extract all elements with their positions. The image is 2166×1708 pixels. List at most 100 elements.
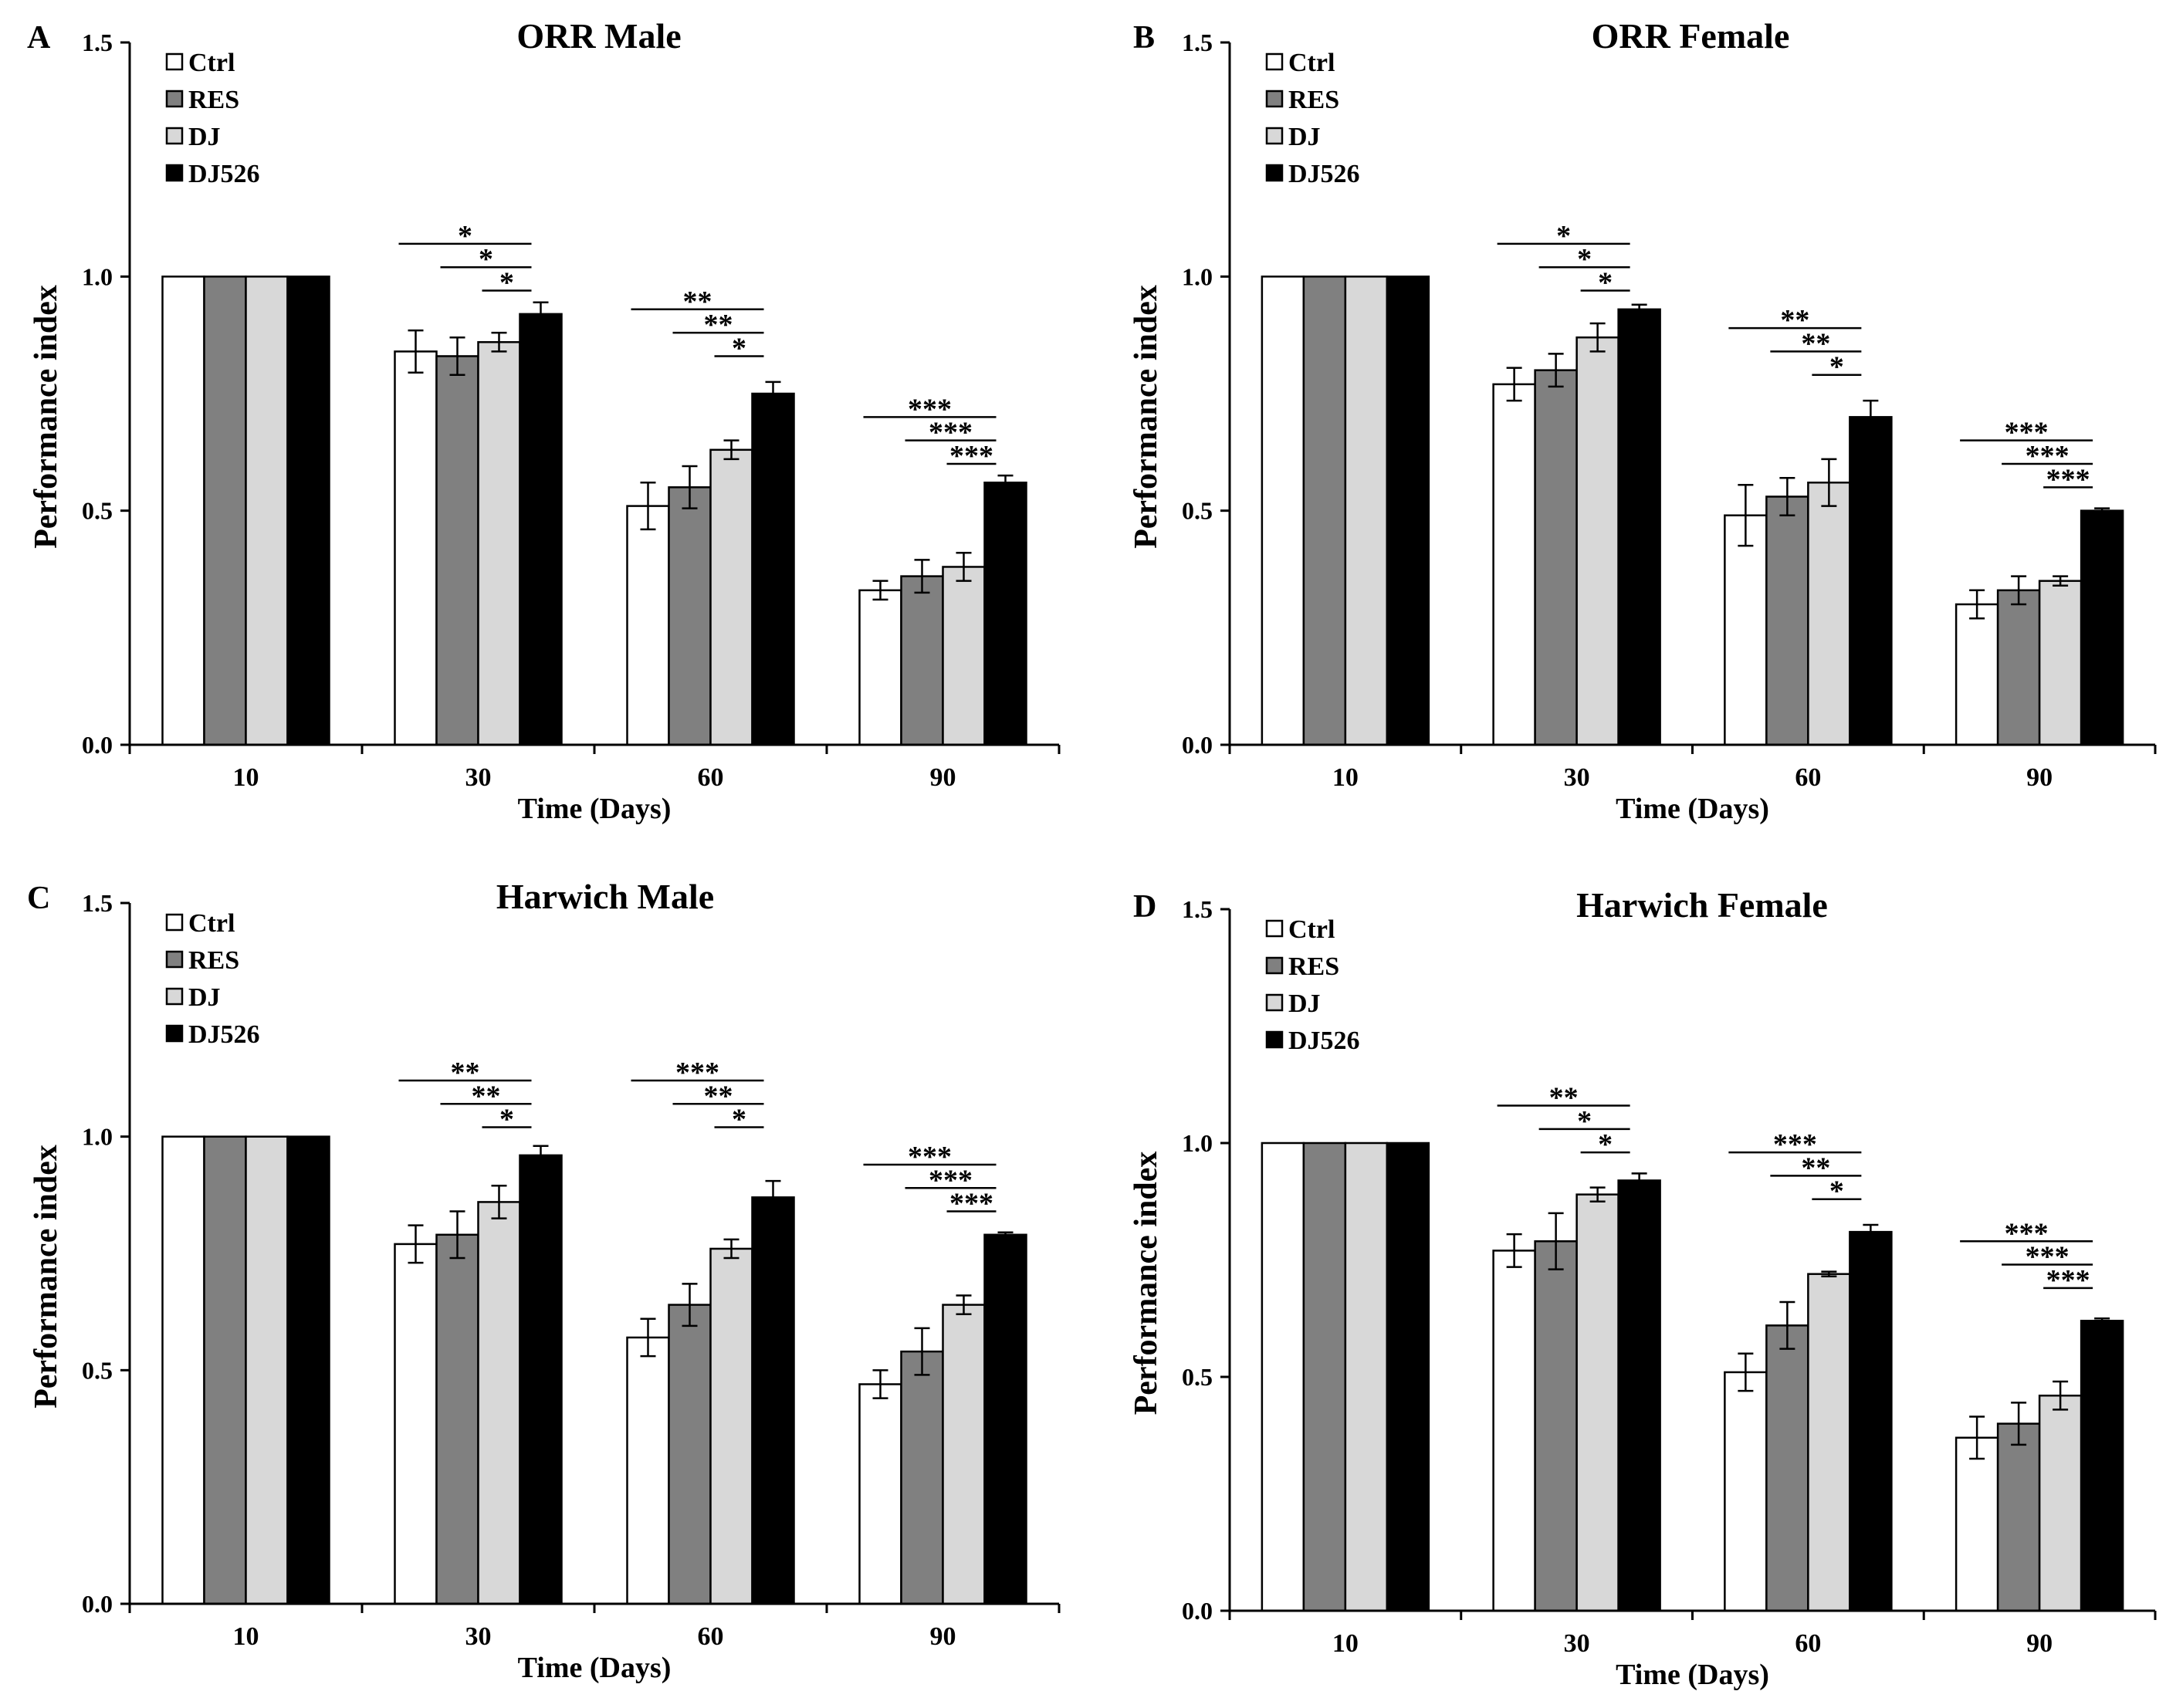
bar (519, 1154, 563, 1605)
significance-label: *** (908, 393, 952, 425)
significance-label: *** (2026, 1241, 2070, 1273)
significance-label: *** (2005, 417, 2049, 449)
panel-letter: D (1133, 889, 1156, 925)
y-tick-label: 1.0 (82, 1123, 113, 1151)
x-tick-label: 10 (233, 763, 259, 792)
legend-swatch (1265, 956, 1284, 975)
bar (1534, 369, 1578, 746)
significance-label: * (1556, 220, 1571, 252)
legend-swatch (165, 52, 184, 71)
x-axis-label: Time (Days) (1616, 793, 1769, 825)
y-tick-label: 0.0 (1182, 731, 1213, 759)
legend-swatch (1265, 90, 1284, 108)
significance-label: *** (2046, 1264, 2090, 1297)
bar (983, 482, 1027, 746)
bar (1575, 1193, 1619, 1612)
chart-title: ORR Male (516, 16, 681, 56)
y-tick-label: 0.0 (82, 1590, 113, 1618)
bar (1302, 276, 1347, 746)
bar (519, 313, 563, 746)
bar (477, 341, 521, 746)
significance-label: ** (1780, 304, 1809, 337)
bar (1386, 1141, 1430, 1612)
x-tick-label: 10 (233, 1622, 259, 1651)
legend-swatch (1265, 993, 1284, 1012)
legend-label: RES (1288, 86, 1339, 114)
x-tick-label: 30 (465, 763, 492, 792)
legend-label: DJ (188, 123, 221, 151)
x-tick-label: 60 (1795, 1629, 1821, 1658)
bar (900, 1350, 944, 1605)
panel-d: D Harwich Female 0.0 0.5 1.0 1.5 10 30 60 90 Time … (1129, 885, 2157, 1691)
bar (1724, 514, 1768, 746)
y-axis-label: Performance index (1129, 285, 1164, 549)
legend-swatch (165, 127, 184, 145)
bar (245, 276, 289, 746)
significance-label: * (732, 332, 746, 364)
significance-label: ** (1801, 1152, 1830, 1184)
bar (245, 1135, 289, 1605)
bar (2038, 1394, 2083, 1612)
significance-label: *** (1773, 1128, 1817, 1161)
x-axis-label: Time (Days) (518, 793, 672, 825)
bar (435, 355, 479, 746)
y-tick-label: 1.5 (1182, 29, 1213, 56)
bar (394, 350, 438, 746)
x-tick-label: 90 (2026, 763, 2053, 792)
bar (2038, 580, 2083, 746)
significance-label: ** (683, 286, 712, 318)
legend-label: RES (1288, 952, 1339, 981)
y-tick-label: 1.5 (1182, 895, 1213, 923)
bar (1765, 1324, 1809, 1612)
significance-label: * (732, 1104, 746, 1136)
significance-label: ** (1801, 327, 1830, 360)
x-tick-label: 10 (1332, 763, 1359, 792)
bar (1492, 1250, 1536, 1612)
bar (161, 1135, 205, 1605)
x-tick-label: 90 (930, 763, 956, 792)
bar (668, 1304, 712, 1605)
panel-letter: C (27, 881, 50, 916)
legend-swatch (165, 950, 184, 969)
legend-swatch (1265, 1030, 1284, 1049)
x-tick-label: 30 (1564, 1629, 1590, 1658)
significance-label: * (499, 267, 514, 299)
legend-label: DJ526 (1288, 160, 1360, 188)
bar (626, 1336, 670, 1605)
bar (286, 1135, 330, 1605)
bar (1849, 1230, 1893, 1612)
bar (751, 392, 795, 746)
panel-c: C Harwich Male 0.0 0.5 1.0 1.5 10 30 60 90 Time (D… (27, 877, 1061, 1684)
bar (858, 589, 902, 746)
bar (394, 1243, 438, 1605)
legend-label: DJ526 (1288, 1026, 1360, 1055)
y-tick-label: 0.0 (82, 731, 113, 759)
legend-swatch (1265, 919, 1284, 938)
significance-label: *** (675, 1057, 719, 1089)
bar (203, 276, 247, 746)
y-axis-label: Performance index (1129, 1152, 1164, 1415)
legend-swatch (165, 987, 184, 1006)
bar (435, 1233, 479, 1605)
significance-label: * (479, 243, 493, 276)
significance-label: *** (2005, 1217, 2049, 1250)
legend-label: DJ (1288, 989, 1321, 1018)
legend-label: DJ (1288, 123, 1321, 151)
bar (942, 566, 986, 746)
significance-label: ** (472, 1080, 501, 1112)
bar (1261, 276, 1305, 746)
bar (1765, 495, 1809, 746)
y-tick-label: 0.5 (82, 1356, 113, 1384)
bar (2080, 1320, 2124, 1612)
y-axis-label: Performance index (29, 1145, 64, 1409)
x-axis-label: Time (Days) (1616, 1659, 1769, 1691)
significance-label: *** (949, 440, 993, 472)
bar (709, 1247, 753, 1605)
y-tick-label: 1.0 (1182, 1129, 1213, 1157)
legend-swatch (165, 164, 184, 182)
bar (477, 1201, 521, 1605)
panel-a: A ORR Male 0.0 0.5 1.0 1.5 10 30 60 90 Time (Days)… (27, 16, 1061, 825)
significance-label: * (499, 1104, 514, 1136)
significance-label: * (1598, 267, 1613, 299)
legend-swatch (1265, 52, 1284, 71)
